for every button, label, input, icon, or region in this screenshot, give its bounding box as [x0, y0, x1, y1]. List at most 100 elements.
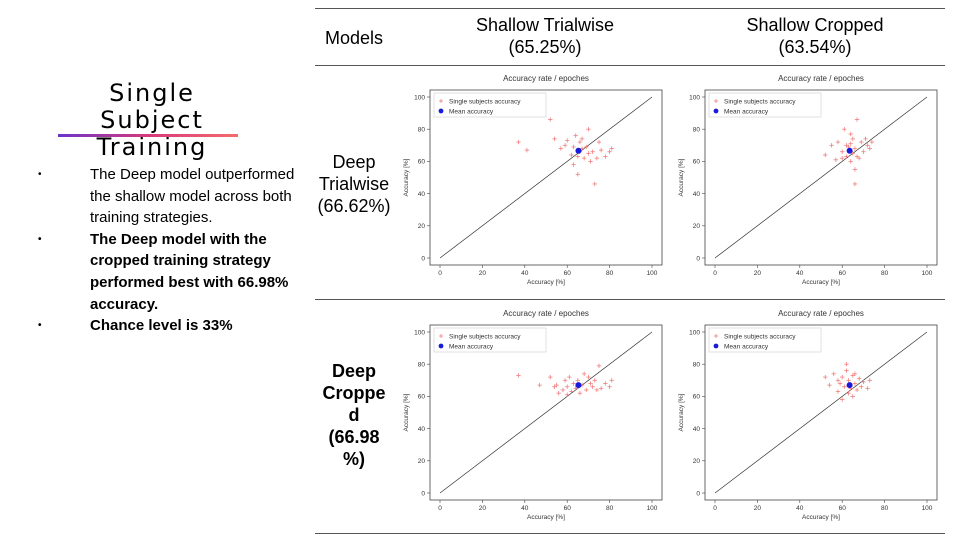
row-header-line: (66.62%)	[317, 196, 391, 216]
single-subject-point	[579, 146, 585, 151]
row-header-line: (66.98	[328, 427, 380, 447]
single-subject-point	[844, 154, 849, 159]
title-line-1: Single	[109, 79, 195, 107]
plot-svg: Accuracy rate / epoches 0 20 40 60 80 100 0 20 40…	[403, 74, 663, 286]
single-subject-point	[846, 390, 851, 396]
single-subject-point	[603, 381, 608, 386]
single-subject-point	[869, 139, 875, 145]
single-subject-point	[865, 143, 870, 148]
y-tick-label: 100	[414, 329, 425, 336]
y-tick-label: 40	[693, 191, 701, 198]
single-subject-point	[852, 381, 858, 386]
single-subject-point	[573, 133, 578, 138]
scatter-plot-deep-cropped-vs-shallow-trialwise: Accuracy rate / epoches 0 20 40 60 80 100 0 20 40…	[400, 305, 670, 531]
x-tick-label: 80	[881, 270, 889, 277]
row-header-line: Croppe	[322, 383, 386, 403]
col-header-name: Shallow Trialwise	[475, 15, 615, 35]
y-tick-label: 80	[693, 127, 701, 134]
single-subject-point	[848, 131, 853, 137]
y-tick-label: 100	[414, 94, 425, 101]
slide-title: Single Subject Training	[62, 80, 242, 161]
legend-box	[708, 327, 822, 353]
single-subject-point	[537, 382, 542, 388]
single-subject-point	[607, 149, 612, 154]
single-subject-point	[594, 387, 600, 393]
y-tick-label: 60	[418, 394, 426, 401]
x-tick-label: 100	[647, 505, 658, 512]
x-tick-label: 100	[922, 505, 933, 512]
single-subject-point	[565, 138, 570, 143]
x-axis-label: Accuracy [%]	[527, 514, 565, 521]
single-subject-point	[592, 378, 597, 383]
legend: Single subjects accuracy Mean accuracy	[433, 92, 547, 118]
single-subject-point	[852, 146, 858, 151]
scatter-plot-deep-cropped-vs-shallow-cropped: Accuracy rate / epoches 0 20 40 60 80 100 0 20 40…	[675, 305, 945, 531]
scatter-plot-deep-trialwise-vs-shallow-cropped: Accuracy rate / epoches 0 20 40 60 80 100 0 20 40…	[675, 70, 945, 296]
single-subject-point	[842, 127, 847, 132]
single-subject-point	[835, 139, 841, 145]
x-tick-label: 20	[479, 505, 487, 512]
scatter-plot-deep-trialwise-vs-shallow-trialwise: Accuracy rate / epoches 0 20 40 60 80 100 0 20 40…	[400, 70, 670, 296]
title-line-3: Training	[96, 133, 208, 161]
single-subject-point	[833, 157, 839, 162]
col-header-score: (63.54%)	[778, 37, 852, 57]
single-subject-point	[861, 379, 866, 385]
x-tick-label: 20	[754, 270, 762, 277]
x-tick-label: 0	[438, 270, 442, 277]
single-subject-point	[598, 386, 604, 391]
legend-mean-marker	[438, 108, 444, 114]
legend-label-mean: Mean accuracy	[449, 108, 494, 115]
single-subject-point	[594, 155, 600, 161]
single-subject-point	[596, 139, 602, 145]
single-subject-point	[607, 384, 612, 389]
single-subject-point	[848, 159, 853, 164]
diagonal-line	[714, 331, 928, 494]
single-subject-point	[569, 152, 574, 158]
plot-svg: Accuracy rate / epoches 0 20 40 60 80 100 0 20 40…	[678, 309, 938, 521]
single-subject-point	[850, 394, 855, 399]
single-subject-point	[516, 373, 521, 378]
y-tick-label: 60	[693, 394, 701, 401]
single-subject-point	[852, 167, 858, 172]
single-subject-point	[827, 382, 832, 388]
x-axis-label: Accuracy [%]	[802, 514, 840, 521]
single-subject-point	[856, 155, 862, 161]
legend-label-mean: Mean accuracy	[724, 108, 769, 115]
single-subject-point	[571, 144, 576, 150]
single-subject-point	[588, 159, 593, 164]
single-subject-point	[598, 147, 604, 153]
y-tick-label: 60	[418, 159, 426, 166]
chart-title: Accuracy rate / epoches	[778, 309, 864, 318]
legend-box	[708, 92, 822, 118]
single-subject-point	[844, 362, 849, 367]
table-header-rule	[315, 65, 945, 66]
single-subject-point	[852, 371, 858, 377]
corner-label: Models	[324, 28, 384, 48]
mean-accuracy-point	[846, 147, 853, 154]
legend-label-single: Single subjects accuracy	[449, 98, 521, 105]
legend-label-single: Single subjects accuracy	[449, 333, 521, 340]
y-tick-label: 40	[693, 426, 701, 433]
single-subject-point	[603, 154, 608, 159]
legend-label-mean: Mean accuracy	[724, 343, 769, 350]
row-header-deep-cropped: Deep Croppe d (66.98 %)	[313, 360, 395, 470]
col-header-name: Shallow Cropped	[746, 15, 884, 35]
bullet-item: The Deep model with the cropped training…	[38, 229, 308, 315]
x-tick-label: 40	[521, 505, 529, 512]
x-tick-label: 80	[881, 505, 889, 512]
single-subject-point	[854, 387, 860, 393]
single-subject-point	[859, 384, 864, 389]
single-subject-point	[554, 382, 559, 388]
legend-label-single: Single subjects accuracy	[724, 98, 796, 105]
single-subject-point	[581, 155, 587, 161]
single-subject-point	[524, 147, 530, 153]
single-subject-point	[565, 392, 570, 397]
x-tick-label: 0	[438, 505, 442, 512]
y-tick-label: 20	[693, 223, 701, 230]
single-subject-point	[575, 378, 580, 383]
single-subject-point	[590, 149, 595, 154]
single-subject-point	[844, 368, 849, 373]
single-subject-point	[835, 389, 841, 394]
row-header-line: d	[348, 405, 360, 425]
legend: Single subjects accuracy Mean accuracy	[433, 327, 547, 353]
